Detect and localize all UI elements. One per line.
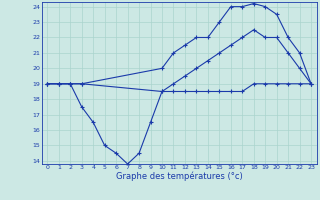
X-axis label: Graphe des températures (°c): Graphe des températures (°c) (116, 172, 243, 181)
